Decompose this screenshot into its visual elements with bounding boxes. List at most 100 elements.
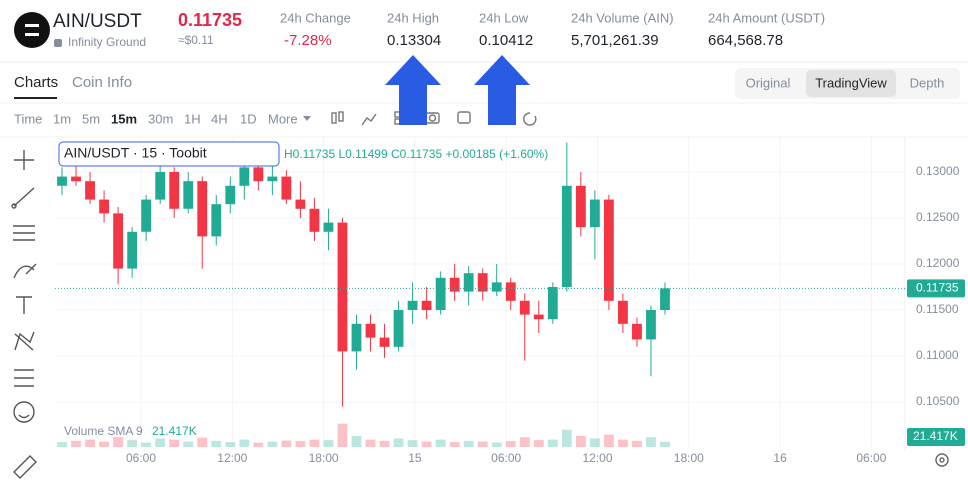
candle-body <box>281 176 292 200</box>
volume-bar <box>309 439 320 447</box>
volume-bar <box>351 435 362 447</box>
candle-body <box>197 181 208 237</box>
volume-bar <box>449 442 460 447</box>
volume-bar <box>155 438 166 447</box>
timeframe[interactable]: 1H <box>184 111 201 126</box>
candle-body <box>505 282 516 301</box>
view-option[interactable]: Depth <box>910 75 945 90</box>
volume-bar <box>253 442 264 447</box>
volume-bar <box>99 441 109 447</box>
view-option[interactable]: Original <box>746 75 791 90</box>
candle-body <box>295 199 306 209</box>
logo-mark <box>25 24 39 27</box>
stat-value: 0.10412 <box>479 32 533 49</box>
logo-mark <box>25 33 39 36</box>
volume-bar <box>491 442 502 447</box>
candle-body <box>435 277 446 311</box>
volume-bar <box>533 440 544 447</box>
candle-body <box>646 310 656 340</box>
view-option[interactable]: TradingView <box>815 75 887 90</box>
candle-body <box>71 176 81 182</box>
tab[interactable]: Charts <box>14 74 58 91</box>
time-label: 16 <box>773 451 787 465</box>
volume-bar <box>183 441 194 447</box>
time-label: 12:00 <box>582 451 612 465</box>
volume-bar <box>575 435 586 447</box>
volume-bar <box>393 438 404 447</box>
timeframe[interactable]: 1D <box>240 111 257 126</box>
volume-bar <box>421 441 432 447</box>
tab-underline <box>14 97 57 99</box>
candle-body <box>463 273 474 292</box>
tab[interactable]: Coin Info <box>72 74 132 91</box>
volume-label: Volume SMA 9 <box>64 424 143 438</box>
timeframe[interactable]: Time <box>14 111 42 126</box>
volume-bar <box>547 439 558 447</box>
timeframe[interactable]: 5m <box>82 111 100 126</box>
price-tick-label: 0.11500 <box>916 302 959 316</box>
candle-body <box>169 171 180 209</box>
volume-bar <box>632 440 642 447</box>
candle-body <box>225 185 236 205</box>
timeframe[interactable]: 4H <box>211 111 228 126</box>
candle-body <box>323 222 334 232</box>
time-label: 06:00 <box>491 451 521 465</box>
candle-body <box>183 181 194 209</box>
timeframe[interactable]: 15m <box>111 111 137 126</box>
volume-bar <box>618 439 628 447</box>
candle-body <box>351 323 362 352</box>
timeframe[interactable]: More <box>268 111 298 126</box>
candle-body <box>85 181 95 200</box>
time-label: 06:00 <box>126 451 156 465</box>
volume-bar <box>379 440 390 447</box>
volume-bar <box>646 437 656 447</box>
price-tick-label: 0.12500 <box>916 210 960 224</box>
stat-value: 0.13304 <box>387 32 441 49</box>
time-label: 12:00 <box>217 451 247 465</box>
stat-label: 24h Low <box>479 10 529 25</box>
volume-bar <box>211 440 222 447</box>
volume-bar <box>660 441 670 447</box>
timeframe[interactable]: 30m <box>148 111 173 126</box>
volume-bar <box>505 441 516 447</box>
candle-body <box>337 222 348 352</box>
volume-bar <box>435 439 446 447</box>
drawing-tools <box>11 150 37 479</box>
price-tick-label: 0.10500 <box>916 394 960 408</box>
volume-bar <box>141 442 152 447</box>
volume-bar <box>561 429 572 447</box>
timeframe[interactable]: 1m <box>53 111 71 126</box>
candle-body <box>660 288 670 311</box>
volume-bar <box>281 440 292 447</box>
last-price-box <box>907 279 965 298</box>
candle-body <box>421 300 432 311</box>
stat-label: 24h Amount (USDT) <box>708 10 825 25</box>
price-usd: ≈$0.11 <box>178 33 214 47</box>
stat-label: 24h Volume (AIN) <box>571 10 674 25</box>
candle-body <box>449 277 460 292</box>
candle-body <box>113 213 124 269</box>
volume-bar <box>57 442 67 447</box>
price-tick-label: 0.13000 <box>916 164 960 178</box>
volume-bar <box>519 437 530 447</box>
candle-body <box>379 337 390 347</box>
price-tick-label: 0.11000 <box>916 348 959 362</box>
volume-bar <box>71 440 81 447</box>
settings-icon[interactable] <box>935 453 949 467</box>
candle-body <box>253 167 264 182</box>
candle-body <box>575 185 586 228</box>
ohlc-text: H0.11735 L0.11499 C0.11735 +0.00185 (+1.… <box>284 147 548 161</box>
volume-bar <box>85 439 95 447</box>
legend-box[interactable] <box>58 141 280 167</box>
stat-value: 664,568.78 <box>708 32 783 49</box>
candle-body <box>491 282 502 292</box>
candle-body <box>239 167 250 186</box>
volume-bar <box>295 441 306 447</box>
volume-value-label: 21.417K <box>913 429 958 443</box>
volume-bar <box>477 441 488 447</box>
candle-body <box>127 231 138 269</box>
price: 0.11735 <box>178 10 242 30</box>
dropdown-caret[interactable] <box>303 116 311 121</box>
project: Infinity Ground <box>68 35 146 49</box>
